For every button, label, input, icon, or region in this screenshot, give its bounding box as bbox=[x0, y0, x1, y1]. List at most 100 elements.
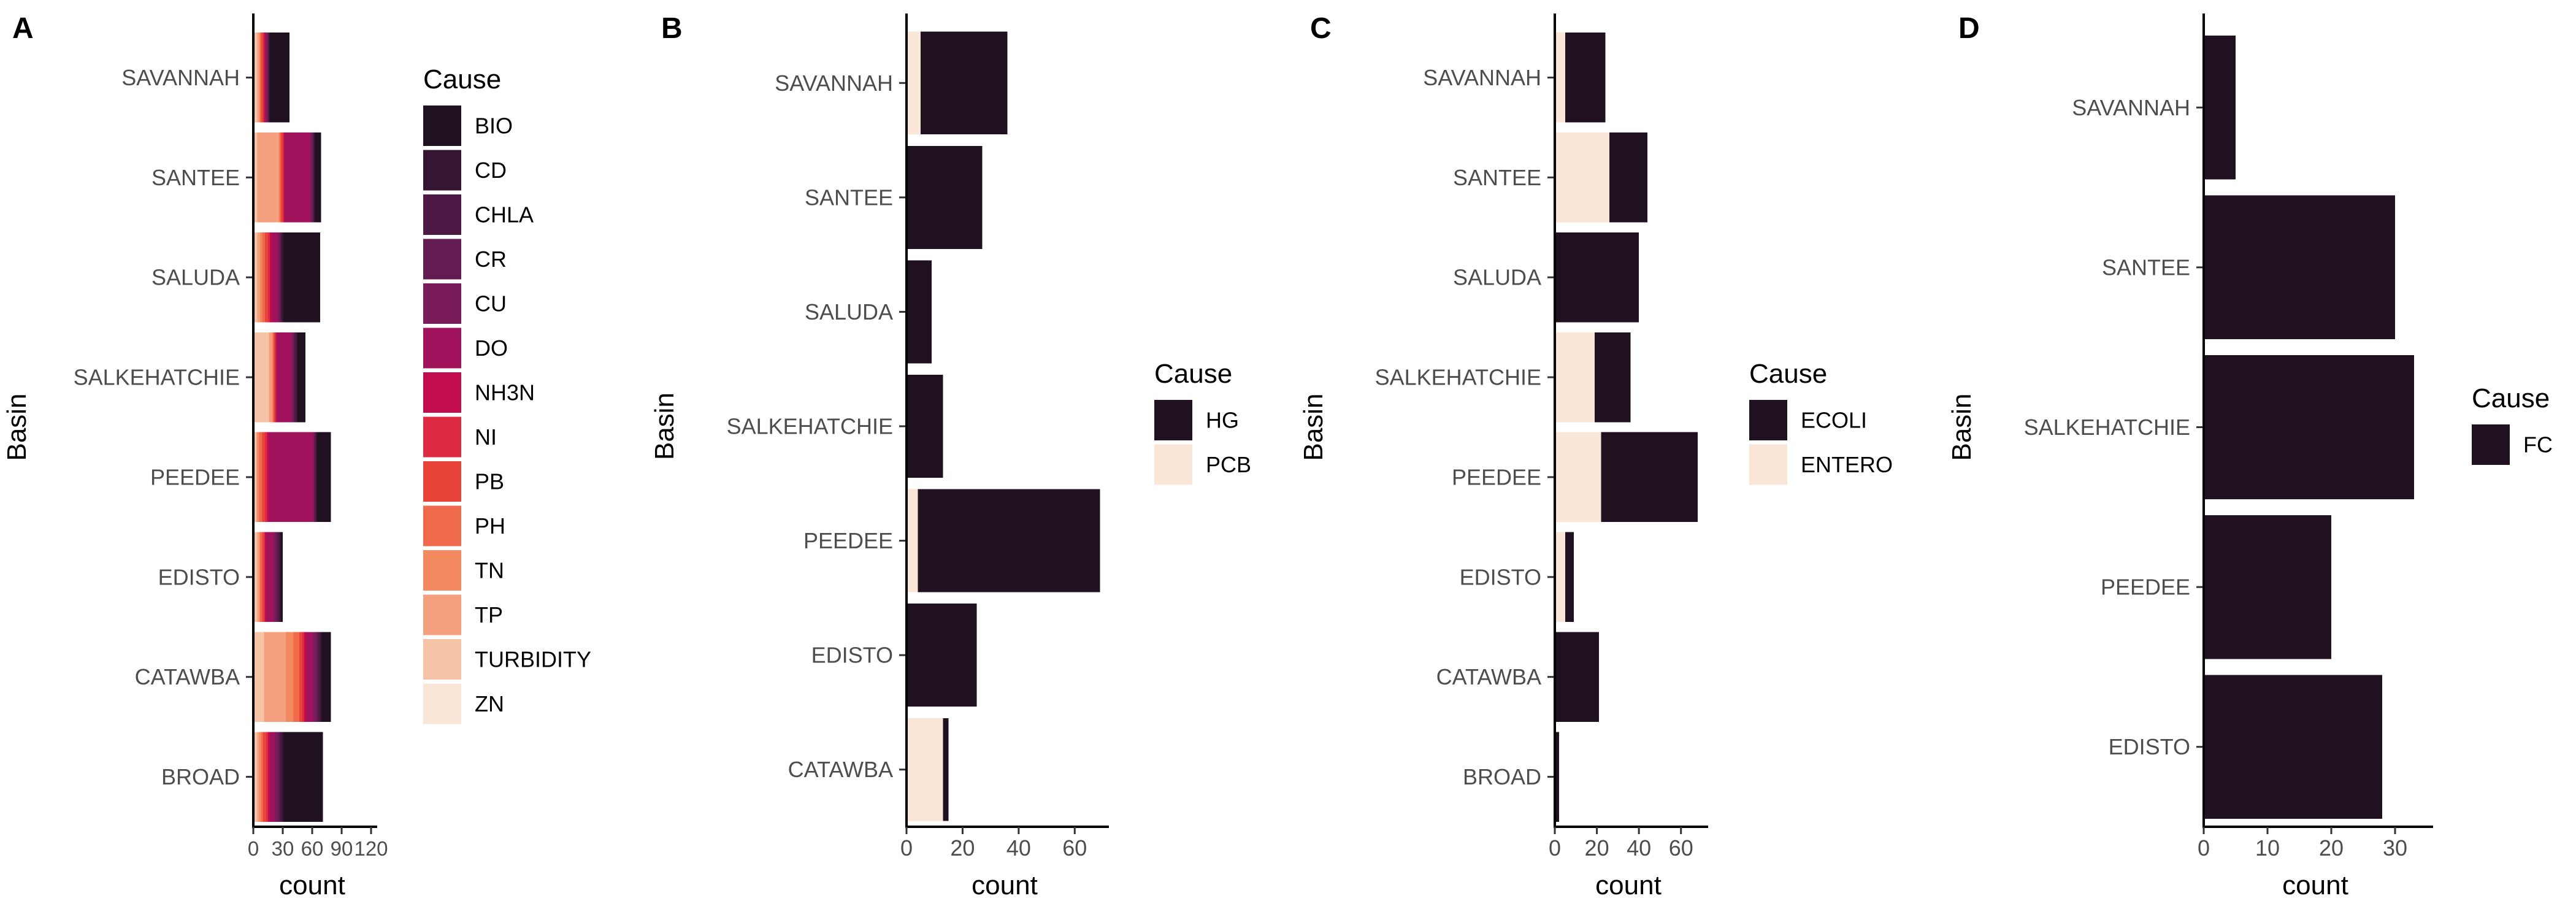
y-tick-label: SANTEE bbox=[2102, 255, 2190, 280]
bar-peedee-cd bbox=[316, 432, 317, 523]
legend-label: PB bbox=[475, 469, 504, 494]
y-tick-label: SALKEHATCHIE bbox=[74, 365, 240, 390]
bar-saluda-do bbox=[272, 232, 278, 323]
y-tick-label: BROAD bbox=[1463, 764, 1541, 789]
bar-peedee-pcb bbox=[907, 489, 918, 592]
bar-edisto-entero bbox=[1555, 532, 1566, 623]
bar-savannah-tn bbox=[259, 33, 261, 123]
bar-savannah-ecoli bbox=[1565, 33, 1606, 123]
legend-key-hg bbox=[1154, 400, 1192, 440]
bar-savannah-cu bbox=[266, 33, 268, 123]
x-axis-title: count bbox=[2282, 870, 2348, 900]
bar-santee-do bbox=[285, 132, 310, 223]
y-tick-label: SAVANNAH bbox=[121, 65, 240, 90]
bar-santee-tn bbox=[278, 132, 280, 223]
bar-savannah-entero bbox=[1555, 33, 1566, 123]
y-tick-label: PEEDEE bbox=[150, 464, 240, 489]
y-tick-label: PEEDEE bbox=[803, 528, 893, 553]
bar-peedee-ecoli bbox=[1601, 432, 1698, 523]
bar-catawba-turbidity bbox=[254, 632, 264, 722]
bar-saluda-turbidity bbox=[254, 232, 258, 323]
bar-catawba-bio bbox=[322, 632, 331, 722]
bar-catawba-tp bbox=[264, 632, 286, 722]
legend-label: CR bbox=[475, 247, 507, 272]
x-tick-label: 20 bbox=[2319, 835, 2344, 861]
bar-saluda-ni bbox=[268, 232, 270, 323]
bar-santee-chla bbox=[313, 132, 315, 223]
y-tick-label: CATAWBA bbox=[135, 664, 240, 689]
bar-broad-do bbox=[270, 732, 275, 822]
bar-edisto-ecoli bbox=[1565, 532, 1574, 623]
y-tick-label: CATAWBA bbox=[1436, 664, 1541, 689]
legend-key-entero bbox=[1749, 444, 1787, 485]
chart-panel-a: A SAVANNAH SANTEE SALUDA SALKEHATCHIE PEEDEE E… bbox=[2, 12, 591, 900]
bar-broad-pb bbox=[263, 732, 266, 822]
bar-catawba-nh3n bbox=[304, 632, 307, 722]
bar-broad-turbidity bbox=[254, 732, 258, 822]
bar-salkehatchie-cr bbox=[293, 332, 295, 423]
x-tick-label: 90 bbox=[331, 837, 353, 860]
y-tick-label: SANTEE bbox=[151, 165, 240, 190]
y-tick-label: CATAWBA bbox=[788, 757, 893, 782]
bar-edisto-hg bbox=[907, 604, 977, 707]
legend-key-ecoli bbox=[1749, 400, 1787, 440]
bar-catawba-pcb bbox=[907, 718, 943, 821]
y-tick-label: SANTEE bbox=[805, 185, 893, 210]
bar-salkehatchie-cd bbox=[296, 332, 297, 423]
bar-savannah-fc bbox=[2204, 36, 2236, 180]
bar-saluda-bio bbox=[283, 232, 320, 323]
y-tick-label: SAVANNAH bbox=[1423, 65, 1541, 90]
bar-broad-cu bbox=[275, 732, 278, 822]
legend-key-chla bbox=[423, 194, 461, 235]
bar-peedee-cr bbox=[314, 432, 315, 523]
bar-salkehatchie-fc bbox=[2204, 355, 2415, 499]
bar-peedee-ni bbox=[265, 432, 267, 523]
bar-salkehatchie-tn bbox=[272, 332, 273, 423]
legend-label: CD bbox=[475, 158, 507, 183]
x-tick-label: 0 bbox=[1549, 835, 1561, 861]
bar-catawba-pb bbox=[299, 632, 302, 722]
legend-key-cd bbox=[423, 150, 461, 191]
bar-catawba-hg bbox=[943, 718, 949, 821]
bar-broad-cr bbox=[278, 732, 280, 822]
bar-saluda-nh3n bbox=[270, 232, 272, 323]
y-tick-label: EDISTO bbox=[1460, 564, 1541, 589]
legend-key-tp bbox=[423, 594, 461, 635]
bar-edisto-chla bbox=[278, 532, 280, 623]
bar-saluda-cu bbox=[278, 232, 280, 323]
y-tick-label: EDISTO bbox=[158, 564, 240, 589]
bar-saluda-cr bbox=[280, 232, 281, 323]
bar-catawba-ecoli bbox=[1555, 632, 1599, 722]
legend: Cause FC bbox=[2472, 383, 2553, 465]
bar-savannah-ni bbox=[263, 33, 264, 123]
x-tick-label: 0 bbox=[900, 835, 913, 861]
bar-catawba-tn bbox=[285, 632, 294, 722]
y-tick-label: EDISTO bbox=[811, 643, 893, 668]
legend-title: Cause bbox=[1749, 359, 1827, 389]
legend-key-turbidity bbox=[423, 639, 461, 680]
y-tick-label: PEEDEE bbox=[2101, 575, 2190, 600]
bar-santee-pb bbox=[280, 132, 283, 223]
bar-saluda-ecoli bbox=[1555, 232, 1639, 323]
legend-label: NI bbox=[475, 424, 497, 450]
y-tick-label: BROAD bbox=[161, 764, 240, 789]
y-tick-label: SALUDA bbox=[805, 299, 893, 324]
bar-edisto-ni bbox=[264, 532, 266, 623]
legend-key-pb bbox=[423, 461, 461, 502]
bar-broad-tn bbox=[259, 732, 261, 822]
bar-peedee-pb bbox=[262, 432, 266, 523]
bar-savannah-do bbox=[265, 33, 266, 123]
y-tick-label: SAVANNAH bbox=[2072, 95, 2190, 120]
x-tick-label: 10 bbox=[2255, 835, 2280, 861]
bar-saluda-tn bbox=[260, 232, 263, 323]
bar-peedee-tp bbox=[256, 432, 258, 523]
bar-santee-ph bbox=[280, 132, 281, 223]
y-tick-label: SALKEHATCHIE bbox=[727, 414, 893, 439]
bar-santee-hg bbox=[907, 145, 983, 249]
legend-label: ZN bbox=[475, 691, 504, 716]
bar-edisto-tn bbox=[259, 532, 261, 623]
bar-salkehatchie-bio bbox=[297, 332, 305, 423]
y-tick-label: SALKEHATCHIE bbox=[2024, 415, 2190, 440]
legend: Cause ECOLI ENTERO bbox=[1749, 359, 1893, 485]
y-tick-label: SALUDA bbox=[151, 265, 240, 290]
